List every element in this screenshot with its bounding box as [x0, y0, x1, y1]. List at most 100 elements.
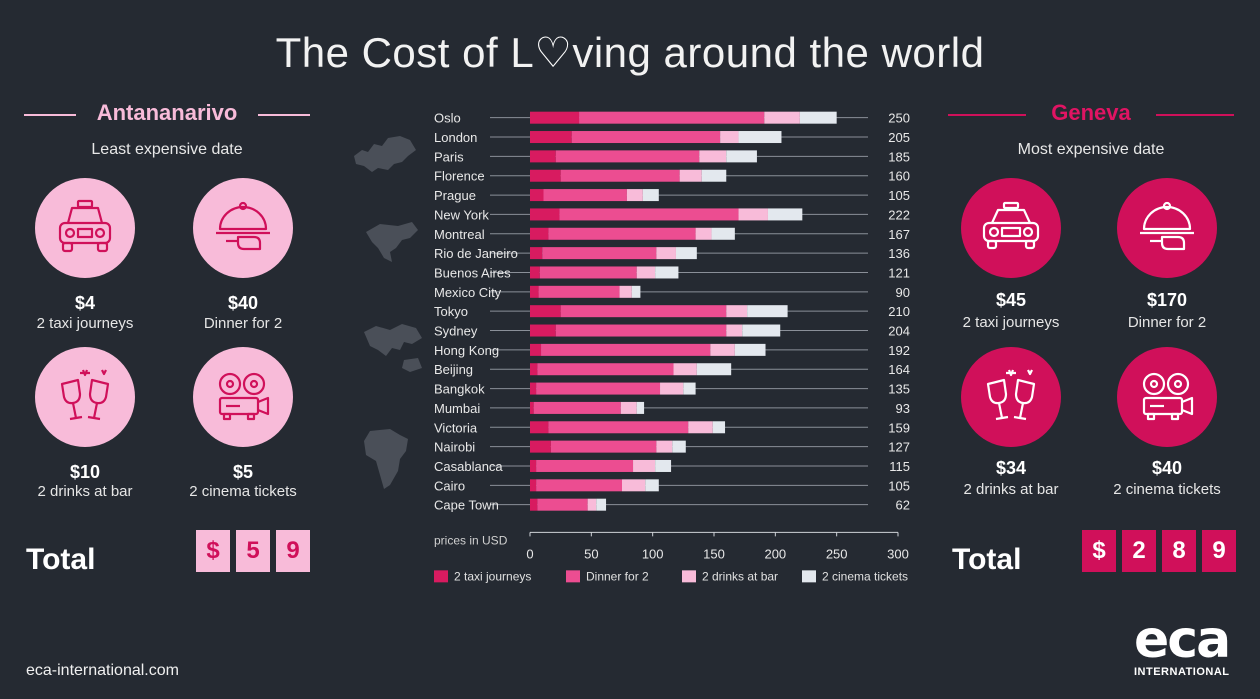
- bar-segment: [530, 401, 534, 414]
- bar-segment: [530, 247, 543, 260]
- bar-segment: [675, 247, 697, 260]
- bar-segment: [656, 440, 673, 453]
- bar-segment: [536, 459, 634, 472]
- bar-segment: [560, 169, 680, 182]
- right-total-digit: 2: [1122, 530, 1156, 572]
- category-label: Nairobi: [434, 440, 475, 455]
- bar-segment: [541, 343, 711, 356]
- bar-segment: [537, 498, 588, 511]
- right-cinema-amount: $40: [1151, 458, 1183, 478]
- right-dinner-label: Dinner for 2: [1127, 314, 1207, 331]
- left-dinner-circle: [193, 178, 293, 278]
- total-label: 135: [888, 382, 910, 397]
- x-tick-label: 250: [826, 546, 848, 561]
- right-total-digit: 8: [1162, 530, 1196, 572]
- bar-segment: [530, 382, 537, 395]
- total-label: 192: [888, 343, 910, 358]
- x-tick-label: 50: [584, 546, 598, 561]
- bar-segment: [734, 343, 766, 356]
- bar-segment: [530, 285, 539, 298]
- bar-segment: [660, 382, 684, 395]
- bar-segment: [688, 421, 713, 434]
- left-total-digit: 9: [276, 530, 310, 572]
- right-subtitle: Most expensive date: [1017, 141, 1165, 158]
- bar-segment: [530, 305, 561, 318]
- total-label: 160: [888, 169, 910, 184]
- asia-map-icon: [364, 324, 422, 372]
- wine-glasses-icon: [986, 369, 1036, 421]
- bar-segment: [530, 498, 538, 511]
- right-dinner-amount: $170: [1146, 290, 1188, 310]
- bar-segment: [530, 479, 537, 492]
- total-label: 205: [888, 130, 910, 145]
- bar-segment: [530, 208, 560, 221]
- category-label: Rio de Janeiro: [434, 246, 518, 261]
- bar-segment: [699, 150, 727, 163]
- x-tick-label: 150: [703, 546, 725, 561]
- bar-segment: [555, 150, 700, 163]
- bar-segment: [619, 285, 632, 298]
- americas-map-icon: [366, 222, 418, 262]
- left-dinner-label: Dinner for 2: [203, 315, 283, 332]
- left-total-digit: 5: [236, 530, 270, 572]
- bar-segment: [626, 189, 643, 202]
- category-label: Buenos Aires: [434, 265, 511, 280]
- bar-segment: [539, 266, 637, 279]
- right-dinner-circle: [1117, 178, 1217, 278]
- category-label: Montreal: [434, 227, 485, 242]
- wine-glasses-icon: [60, 369, 110, 421]
- category-label: Prague: [434, 188, 476, 203]
- total-label: 164: [888, 362, 910, 377]
- bar-segment: [622, 479, 646, 492]
- legend-label: Dinner for 2: [586, 569, 649, 583]
- bar-segment: [579, 111, 765, 124]
- category-label: Victoria: [434, 420, 478, 435]
- logo-wordmark: eca: [1134, 610, 1231, 670]
- bar-segment: [530, 169, 561, 182]
- taxi-icon: [58, 199, 112, 253]
- bar-segment: [548, 227, 696, 240]
- bar-segment: [542, 247, 657, 260]
- bar-segment: [742, 324, 781, 337]
- x-tick-label: 0: [526, 546, 533, 561]
- total-label: 115: [889, 459, 910, 474]
- total-label: 250: [888, 111, 910, 126]
- left-city-name: Antananarivo: [96, 100, 238, 125]
- logo-subtext: INTERNATIONAL: [1134, 666, 1230, 678]
- total-label: 93: [896, 401, 910, 416]
- cloche-icon: [216, 201, 270, 251]
- right-total-digit: 9: [1202, 530, 1236, 572]
- right-divider: [948, 114, 1026, 116]
- total-label: 136: [888, 246, 910, 261]
- left-divider: [258, 114, 310, 116]
- footer-url[interactable]: eca-international.com: [26, 662, 179, 679]
- bar-segment: [712, 421, 726, 434]
- right-drinks-amount: $34: [995, 458, 1027, 478]
- total-label: 105: [888, 188, 910, 203]
- legend-label: 2 cinema tickets: [822, 569, 908, 583]
- bar-segment: [530, 343, 542, 356]
- bar-segment: [536, 479, 622, 492]
- eca-logo: eca INTERNATIONAL: [1134, 610, 1234, 678]
- right-drinks-circle: [961, 347, 1061, 447]
- category-label: Cairo: [434, 478, 465, 493]
- left-divider: [24, 114, 76, 116]
- bar-segment: [799, 111, 837, 124]
- bar-segment: [538, 285, 620, 298]
- bar-segment: [767, 208, 803, 221]
- bar-segment: [530, 324, 556, 337]
- bar-segment: [631, 285, 641, 298]
- bar-segment: [530, 227, 549, 240]
- right-cinema-label: 2 cinema tickets: [1113, 481, 1221, 498]
- total-label: 222: [888, 207, 910, 222]
- bar-segment: [655, 266, 679, 279]
- x-tick-label: 100: [642, 546, 664, 561]
- bar-segment: [555, 324, 727, 337]
- title-text-end: ving around the world: [572, 29, 985, 76]
- left-drinks-label: 2 drinks at bar: [37, 483, 133, 500]
- bar-segment: [738, 131, 782, 144]
- legend-label: 2 taxi journeys: [454, 569, 531, 583]
- right-city-name: Geneva: [1051, 100, 1131, 125]
- bar-segment: [530, 131, 572, 144]
- bar-segment: [747, 305, 788, 318]
